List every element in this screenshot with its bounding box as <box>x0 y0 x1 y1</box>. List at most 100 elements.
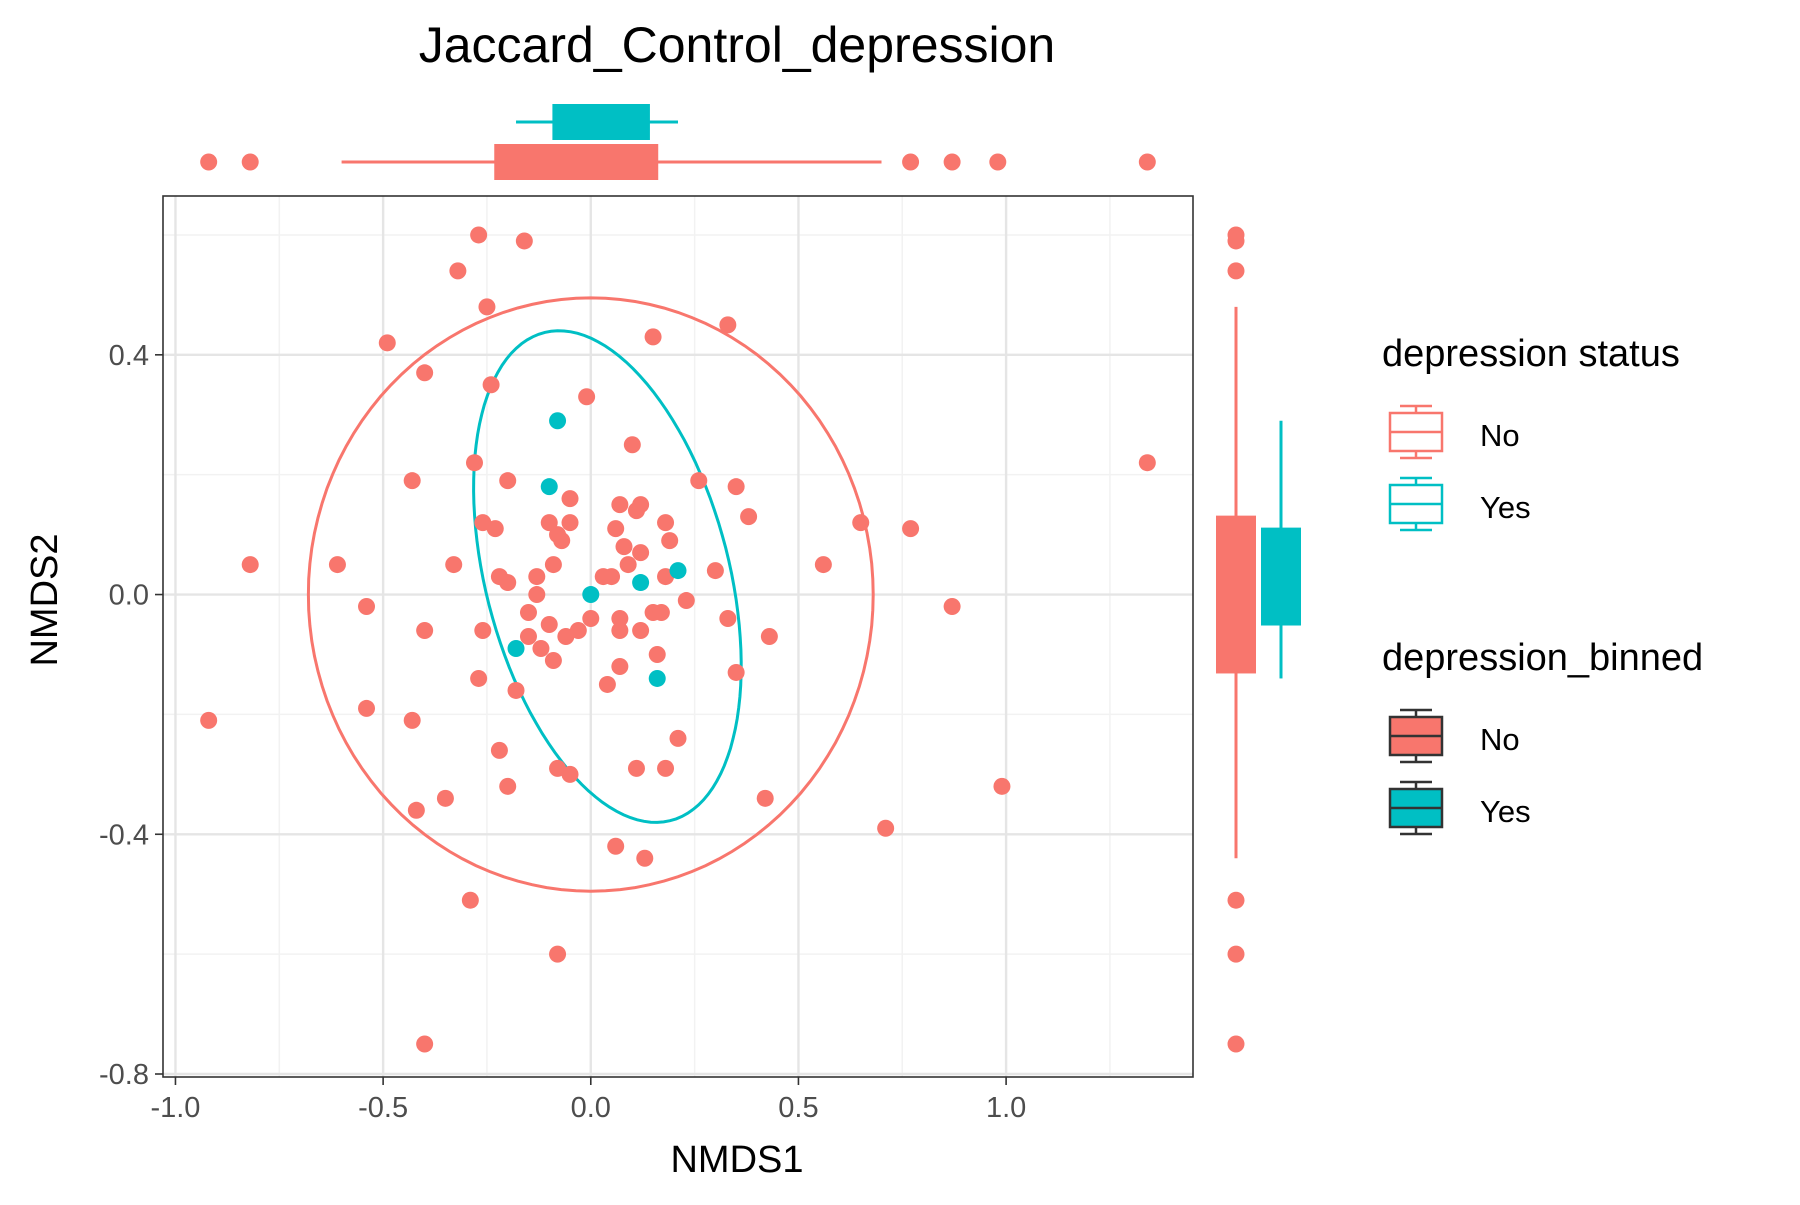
scatter-points <box>200 226 1156 1053</box>
point-no <box>474 622 492 640</box>
point-no <box>200 711 218 729</box>
legend-label-filled-no: No <box>1480 722 1520 757</box>
point-no <box>378 334 396 352</box>
point-no <box>632 496 650 514</box>
point-no <box>403 711 421 729</box>
top-box-no <box>494 144 659 180</box>
top-box-outlier-no <box>1138 153 1156 171</box>
point-no <box>852 514 870 532</box>
point-no <box>403 472 421 490</box>
top-box-yes <box>552 104 650 140</box>
top-box-outlier-no <box>200 153 218 171</box>
point-no <box>632 622 650 640</box>
point-no <box>657 759 675 777</box>
point-yes <box>540 478 558 496</box>
point-no <box>561 765 579 783</box>
panel-border <box>162 195 1194 1078</box>
point-no <box>461 891 479 909</box>
point-no <box>657 514 675 532</box>
point-no <box>632 544 650 562</box>
y-axis-title: NMDS2 <box>24 533 66 666</box>
legend-key-filled-yes <box>1388 780 1444 836</box>
legend-key-outline-no <box>1388 404 1444 460</box>
point-no <box>449 262 467 280</box>
top-box-outlier-no <box>902 153 920 171</box>
point-no <box>598 675 616 693</box>
point-no <box>528 568 546 586</box>
x-tick-label: 1.0 <box>986 1092 1026 1124</box>
point-no <box>328 556 346 574</box>
point-no <box>499 472 517 490</box>
x-tick-label: -0.5 <box>358 1092 408 1124</box>
point-no <box>528 586 546 604</box>
legend-label-filled-yes: Yes <box>1480 794 1531 829</box>
top-box-outlier-no <box>989 153 1007 171</box>
point-no <box>611 622 629 640</box>
point-no <box>706 562 724 580</box>
legend-label-outline-no: No <box>1480 418 1520 453</box>
point-no <box>636 849 654 867</box>
point-no <box>877 819 895 837</box>
right-box-outlier-no <box>1227 1035 1245 1053</box>
right-box-outlier-no <box>1227 262 1245 280</box>
point-no <box>677 592 695 610</box>
x-tick-label: 0.5 <box>778 1092 818 1124</box>
point-yes <box>582 586 600 604</box>
point-no <box>507 681 525 699</box>
point-no <box>652 604 670 622</box>
point-no <box>756 789 774 807</box>
legend-title-depression-binned: depression_binned <box>1382 637 1703 679</box>
right-box-outlier-no <box>1227 232 1245 250</box>
point-no <box>719 610 737 628</box>
legend-key-filled-no <box>1388 708 1444 764</box>
point-no <box>407 801 425 819</box>
x-tick-label: -1.0 <box>150 1092 200 1124</box>
y-tick-label: -0.8 <box>99 1059 149 1091</box>
point-no <box>499 574 517 592</box>
point-no <box>519 604 537 622</box>
point-no <box>490 741 508 759</box>
point-no <box>615 538 633 556</box>
right-marginal-boxplot <box>1216 226 1301 1053</box>
point-no <box>740 508 758 526</box>
point-no <box>416 364 434 382</box>
point-no <box>540 616 558 634</box>
point-no <box>499 777 517 795</box>
right-box-outlier-no <box>1227 891 1245 909</box>
x-axis-title: NMDS1 <box>670 1139 803 1181</box>
point-no <box>569 622 587 640</box>
point-no <box>727 478 745 496</box>
point-no <box>515 232 533 250</box>
point-no <box>603 568 621 586</box>
point-no <box>814 556 832 574</box>
point-no <box>519 628 537 645</box>
point-no <box>627 759 645 777</box>
point-no <box>1138 454 1156 472</box>
x-tick-label: 0.0 <box>571 1092 611 1124</box>
point-no <box>486 520 504 538</box>
point-no <box>532 639 550 657</box>
ellipse-no <box>306 296 875 893</box>
point-no <box>607 520 625 538</box>
point-no <box>465 454 483 472</box>
point-no <box>549 945 567 963</box>
point-no <box>540 514 558 532</box>
grid-lines <box>163 196 1193 1077</box>
point-no <box>445 556 463 574</box>
point-no <box>623 436 641 454</box>
point-yes <box>648 669 666 687</box>
point-no <box>648 645 666 663</box>
point-yes <box>669 562 687 580</box>
y-tick-label: 0.0 <box>109 580 149 612</box>
point-no <box>416 622 434 640</box>
point-no <box>611 657 629 675</box>
legend-depression-binned: depression_binned No Yes <box>1382 637 1703 836</box>
point-no <box>436 789 454 807</box>
point-no <box>470 669 488 687</box>
point-no <box>482 376 500 394</box>
point-no <box>719 316 737 334</box>
point-no <box>544 651 562 669</box>
point-no <box>358 598 376 616</box>
